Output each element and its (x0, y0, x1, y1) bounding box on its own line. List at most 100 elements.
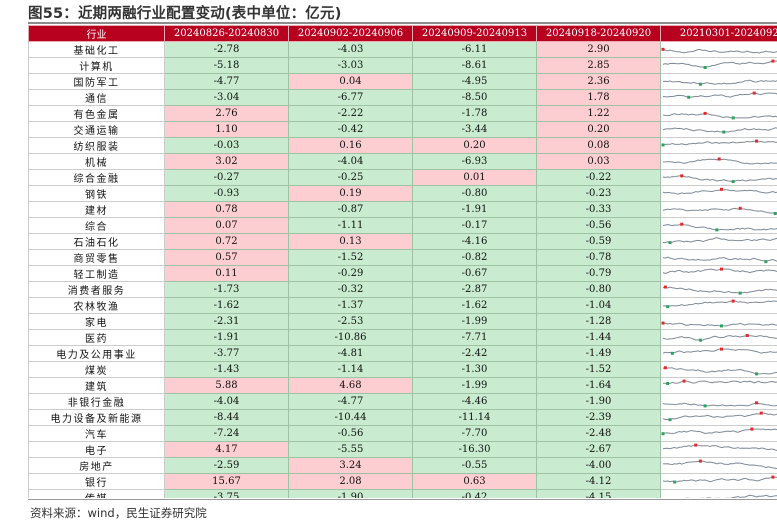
sparkline-high-marker (698, 459, 702, 463)
trend-sparkline (684, 494, 777, 498)
sparkline-high-marker (771, 475, 775, 479)
trend-sparkline (662, 299, 777, 309)
change-cell-period-1: 0.78 (164, 201, 289, 218)
trend-sparkline (662, 157, 777, 165)
change-cell-period-2: -0.42 (288, 121, 413, 138)
trend-sparkline (662, 91, 777, 99)
sparkline-path (662, 348, 777, 354)
sparkline-low-marker (719, 324, 723, 328)
change-cell-period-4: -0.59 (536, 233, 661, 250)
industry-name: 非银行金融 (28, 393, 165, 410)
trend-sparkline-cell (660, 473, 777, 490)
sparkline-low-marker (703, 66, 707, 70)
sparkline-path (662, 334, 777, 341)
change-cell-period-1: -1.91 (164, 329, 289, 346)
sparkline-high-marker (663, 366, 667, 370)
change-cell-period-2: 0.13 (288, 233, 413, 250)
sparkline-path (662, 412, 777, 421)
header-period-2[interactable]: 20240902-20240906 (288, 25, 413, 42)
industry-name: 有色金属 (28, 105, 165, 122)
industry-name: 国防军工 (28, 73, 165, 90)
trend-sparkline (662, 379, 777, 385)
trend-sparkline (662, 366, 777, 376)
table-row: 交通运输 1.10 -0.42 -3.44 0.20 (28, 121, 777, 138)
table-row: 农林牧渔 -1.62 -1.37 -1.62 -1.04 (28, 297, 777, 314)
trend-sparkline (662, 187, 777, 195)
change-cell-period-3: -1.99 (412, 377, 537, 394)
trend-sparkline (662, 222, 777, 232)
table-row: 国防军工 -4.77 0.04 -4.95 2.36 (28, 73, 777, 90)
industry-name: 电子 (28, 441, 165, 458)
sparkline-path (662, 188, 777, 195)
sparkline-high-marker (759, 411, 763, 415)
change-cell-period-1: -1.43 (164, 361, 289, 378)
change-cell-period-3: -4.46 (412, 393, 537, 410)
change-cell-period-2: -4.81 (288, 345, 413, 362)
header-period-3[interactable]: 20240909-20240913 (412, 25, 537, 42)
trend-sparkline-cell (660, 345, 777, 362)
trend-sparkline-cell (660, 457, 777, 474)
sparkline-high-marker (703, 111, 707, 115)
change-cell-period-3: -8.61 (412, 57, 537, 74)
change-cell-period-2: -6.77 (288, 89, 413, 106)
header-period-1[interactable]: 20240826-20240830 (164, 25, 289, 42)
industry-name: 银行 (28, 473, 165, 490)
change-cell-period-2: 2.08 (288, 473, 413, 490)
table-row: 电力设备及新能源 -8.44 -10.44 -11.14 -2.39 (28, 409, 777, 426)
sparkline-path (662, 402, 777, 407)
table-row: 基础化工 -2.78 -4.03 -6.11 2.90 (28, 41, 777, 58)
sparkline-path (662, 112, 777, 119)
trend-sparkline-cell (660, 233, 777, 250)
trend-sparkline-cell (660, 329, 777, 346)
sparkline-path (662, 286, 777, 294)
change-cell-period-3: -16.30 (412, 441, 537, 458)
change-cell-period-1: 0.72 (164, 233, 289, 250)
sparkline-low-marker (738, 291, 742, 295)
header-industry[interactable]: 行业 (28, 25, 165, 42)
header-trend[interactable]: 20210301-20240920 (660, 25, 777, 42)
change-cell-period-1: 4.17 (164, 441, 289, 458)
change-cell-period-4: -0.79 (536, 265, 661, 282)
table-row: 轻工制造 0.11 -0.29 -0.67 -0.79 (28, 265, 777, 282)
trend-sparkline (662, 285, 777, 295)
trend-sparkline-cell (660, 313, 777, 330)
change-cell-period-2: -1.52 (288, 249, 413, 266)
change-cell-period-4: -2.67 (536, 441, 661, 458)
sparkline-path (662, 140, 777, 146)
sparkline-high-marker (719, 347, 723, 351)
change-cell-period-4: -0.56 (536, 217, 661, 234)
change-cell-period-4: -0.80 (536, 281, 661, 298)
sparkline-low-marker (731, 116, 735, 120)
industry-name: 计算机 (28, 57, 165, 74)
trend-sparkline (661, 139, 777, 147)
change-cell-period-2: 0.16 (288, 137, 413, 154)
table-header-row: 行业 20240826-20240830 20240902-20240906 2… (28, 25, 777, 42)
change-cell-period-3: -6.11 (412, 41, 537, 58)
change-cell-period-4: -1.49 (536, 345, 661, 362)
footer-divider (28, 499, 777, 500)
industry-name: 传媒 (28, 489, 165, 498)
change-cell-period-4: -1.44 (536, 329, 661, 346)
table-row: 建材 0.78 -0.87 -1.91 -0.33 (28, 201, 777, 218)
change-cell-period-3: -0.67 (412, 265, 537, 282)
sparkline-path (662, 444, 777, 452)
trend-sparkline-cell (660, 217, 777, 234)
table-row: 综合金融 -0.27 -0.25 0.01 -0.22 (28, 169, 777, 186)
sparkline-high-marker (719, 267, 723, 271)
trend-sparkline-cell (660, 377, 777, 394)
trend-sparkline (662, 267, 777, 275)
source-note: 资料来源：wind，民生证券研究院 (30, 506, 207, 520)
change-cell-period-1: 5.88 (164, 377, 289, 394)
trend-sparkline (662, 401, 777, 408)
table-row: 医药 -1.91 -10.86 -7.71 -1.44 (28, 329, 777, 346)
trend-sparkline (662, 347, 777, 355)
trend-sparkline-cell (660, 393, 777, 410)
change-cell-period-3: -7.71 (412, 329, 537, 346)
industry-name: 电力设备及新能源 (28, 409, 165, 426)
industry-name: 交通运输 (28, 121, 165, 138)
table-row: 商贸零售 0.57 -1.52 -0.82 -0.78 (28, 249, 777, 266)
header-period-4[interactable]: 20240918-20240920 (536, 25, 661, 42)
sparkline-high-marker (680, 222, 684, 226)
change-cell-period-1: -7.24 (164, 425, 289, 442)
sparkline-low-marker (661, 432, 665, 436)
